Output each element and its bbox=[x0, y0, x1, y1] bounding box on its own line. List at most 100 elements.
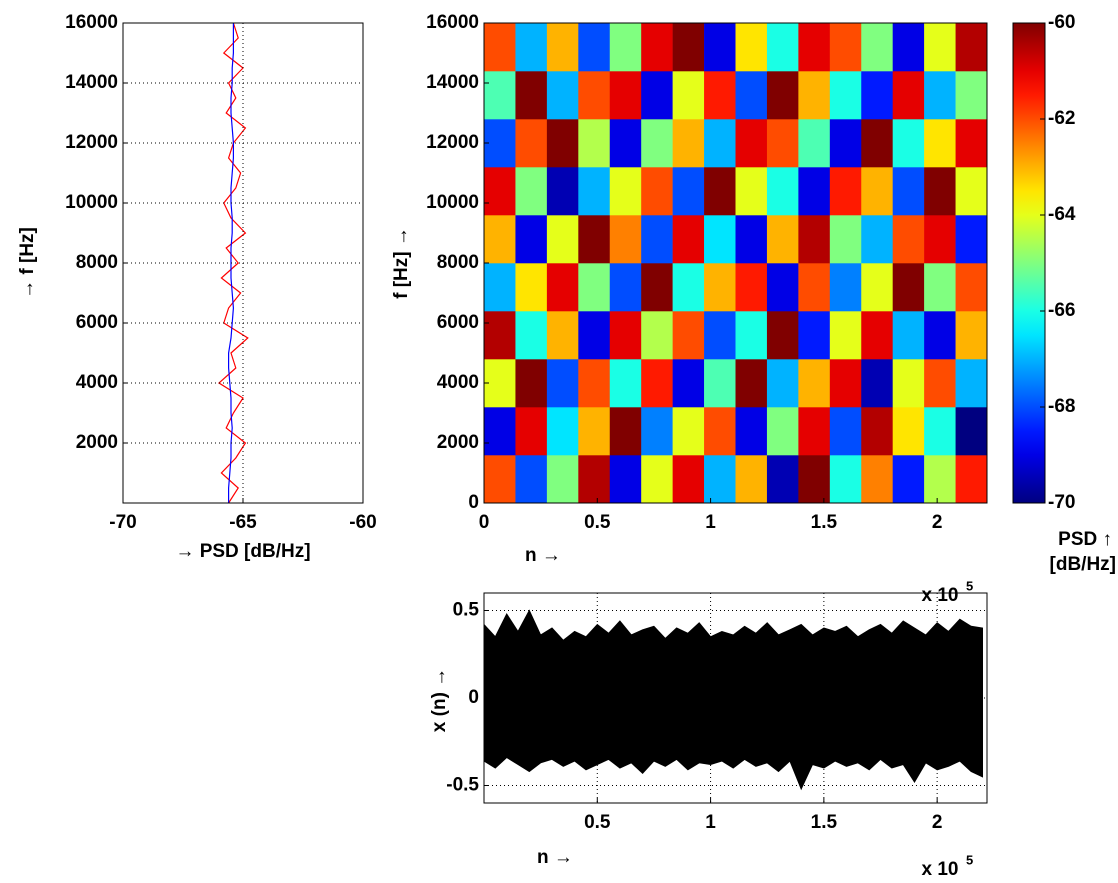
cell bbox=[704, 167, 736, 216]
cell bbox=[766, 167, 799, 216]
cell bbox=[924, 119, 956, 168]
y-tick-label: 14000 bbox=[426, 72, 479, 93]
y-tick-label: 6000 bbox=[76, 312, 118, 333]
cell bbox=[515, 167, 548, 216]
cell bbox=[798, 311, 831, 360]
cell bbox=[672, 71, 705, 120]
cell bbox=[892, 311, 925, 360]
cell bbox=[578, 407, 611, 456]
cell bbox=[546, 311, 579, 360]
cell bbox=[829, 71, 862, 120]
cell bbox=[546, 167, 579, 216]
cell bbox=[546, 71, 579, 120]
cell bbox=[735, 263, 768, 312]
axis-multiplier-exponent: 5 bbox=[966, 852, 973, 867]
cell bbox=[578, 23, 611, 72]
colorbar-label: [dB/Hz] bbox=[1050, 554, 1116, 575]
cell bbox=[798, 263, 831, 312]
cell bbox=[766, 311, 799, 360]
cell bbox=[924, 167, 956, 216]
cell bbox=[798, 455, 831, 504]
cell bbox=[766, 71, 799, 120]
cell bbox=[641, 455, 673, 504]
y-axis-label: → f [Hz] bbox=[17, 227, 38, 299]
cell bbox=[955, 263, 988, 312]
cell bbox=[609, 167, 642, 216]
cell bbox=[515, 455, 548, 504]
y-tick-label: 8000 bbox=[76, 252, 118, 273]
cell bbox=[735, 407, 768, 456]
cell bbox=[829, 23, 862, 72]
y-tick-label: 2000 bbox=[76, 432, 118, 453]
cell bbox=[766, 359, 799, 408]
cell bbox=[766, 455, 799, 504]
cell bbox=[515, 215, 548, 264]
cell bbox=[892, 23, 925, 72]
cell bbox=[515, 359, 548, 408]
x-tick-label: -70 bbox=[109, 512, 136, 533]
axis-multiplier: x 10 bbox=[922, 585, 959, 606]
cell bbox=[766, 23, 799, 72]
colorbar-tick-label: -70 bbox=[1048, 492, 1075, 513]
cell bbox=[484, 359, 516, 408]
x-tick-label: 0.5 bbox=[584, 812, 611, 833]
cell bbox=[924, 311, 956, 360]
cell bbox=[641, 263, 673, 312]
y-tick-label: 2000 bbox=[437, 432, 479, 453]
cell bbox=[766, 407, 799, 456]
cell bbox=[955, 359, 988, 408]
colorbar bbox=[1012, 22, 1046, 504]
cell bbox=[704, 263, 736, 312]
cell bbox=[704, 71, 736, 120]
cell bbox=[798, 71, 831, 120]
cell bbox=[484, 71, 516, 120]
cell bbox=[546, 23, 579, 72]
cell bbox=[609, 407, 642, 456]
cell bbox=[672, 119, 705, 168]
cell bbox=[609, 263, 642, 312]
cell bbox=[484, 23, 516, 72]
cell bbox=[955, 167, 988, 216]
cell bbox=[829, 263, 862, 312]
cell bbox=[515, 263, 548, 312]
cell bbox=[735, 455, 768, 504]
cell bbox=[892, 119, 925, 168]
cell bbox=[735, 167, 768, 216]
cell bbox=[861, 407, 893, 456]
x-axis-label: → PSD [dB/Hz] bbox=[175, 541, 310, 562]
cell bbox=[861, 71, 893, 120]
x-tick-label: 2 bbox=[932, 512, 943, 533]
cell bbox=[484, 455, 516, 504]
cell bbox=[829, 167, 862, 216]
y-tick-label: 4000 bbox=[76, 372, 118, 393]
cell bbox=[892, 215, 925, 264]
cell bbox=[578, 167, 611, 216]
cell bbox=[861, 23, 893, 72]
cell bbox=[578, 359, 611, 408]
cell bbox=[798, 359, 831, 408]
cell bbox=[829, 119, 862, 168]
cell bbox=[484, 119, 516, 168]
cell bbox=[641, 167, 673, 216]
y-tick-label: 0.5 bbox=[453, 600, 480, 621]
cell bbox=[861, 167, 893, 216]
cell bbox=[578, 215, 611, 264]
cell bbox=[924, 71, 956, 120]
cell bbox=[735, 359, 768, 408]
cell bbox=[546, 407, 579, 456]
y-tick-label: 10000 bbox=[65, 192, 118, 213]
x-tick-label: 1.5 bbox=[811, 812, 838, 833]
x-tick-label: 0.5 bbox=[584, 512, 611, 533]
cell bbox=[735, 71, 768, 120]
cell bbox=[955, 71, 988, 120]
colorbar-tick-label: -60 bbox=[1048, 12, 1075, 33]
cell bbox=[672, 455, 705, 504]
waveform-envelope bbox=[483, 609, 983, 699]
cell bbox=[798, 119, 831, 168]
cell bbox=[704, 407, 736, 456]
y-tick-label: 16000 bbox=[65, 12, 118, 33]
cell bbox=[829, 455, 862, 504]
cell bbox=[578, 311, 611, 360]
cell bbox=[861, 455, 893, 504]
cell bbox=[955, 407, 988, 456]
